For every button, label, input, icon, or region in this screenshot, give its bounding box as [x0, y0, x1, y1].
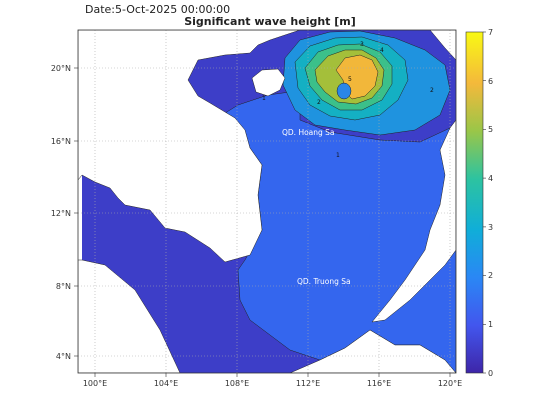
contour-label: 4	[380, 47, 384, 54]
map-title: Significant wave height [m]	[184, 15, 356, 28]
contour-label: 5	[348, 76, 352, 83]
contour-label: 1	[336, 152, 340, 159]
colorbar-tick-label: 5	[488, 125, 493, 134]
storm-eye	[336, 82, 352, 100]
place-label-hoang-sa: QD. Hoang Sa	[282, 128, 335, 137]
lon-tick-label: 108°E	[225, 379, 249, 388]
lat-tick-label: 8°N	[56, 282, 71, 291]
lon-tick-label: 104°E	[154, 379, 178, 388]
lon-tick-label: 116°E	[367, 379, 391, 388]
colorbar-tick-label: 1	[488, 320, 493, 329]
lat-tick-label: 12°N	[51, 209, 71, 218]
contour-label: 1	[262, 95, 266, 102]
colorbar-tick-label: 2	[488, 271, 493, 280]
lon-tick-label: 120°E	[438, 379, 462, 388]
land-southwest	[78, 259, 181, 373]
lon-tick-label: 112°E	[296, 379, 320, 388]
plot-frame	[77, 29, 457, 374]
land-taiwan	[429, 30, 456, 61]
lat-tick-label: 20°N	[51, 64, 71, 73]
contour-label: 2	[430, 87, 434, 94]
land-mainland	[78, 30, 301, 263]
lon-tick-label: 100°E	[83, 379, 107, 388]
date-label: Date:5-Oct-2025 00:00:00	[85, 3, 231, 16]
colorbar-tick-label: 3	[488, 223, 493, 232]
contour-label: 2	[317, 99, 321, 106]
contour-label: 3	[360, 41, 364, 48]
land-hainan	[251, 68, 286, 97]
colorbar-tick-label: 4	[488, 174, 493, 183]
land-philippines	[371, 119, 456, 323]
colorbar	[465, 31, 484, 374]
colorbar-tick-label: 0	[488, 369, 493, 378]
lat-tick-label: 16°N	[51, 137, 71, 146]
land-borneo	[289, 329, 456, 373]
colorbar-tick-label: 7	[488, 28, 493, 37]
colorbar-tick-label: 6	[488, 77, 493, 86]
lat-tick-label: 4°N	[56, 352, 71, 361]
place-label-truong-sa: QD. Truong Sa	[297, 277, 351, 286]
